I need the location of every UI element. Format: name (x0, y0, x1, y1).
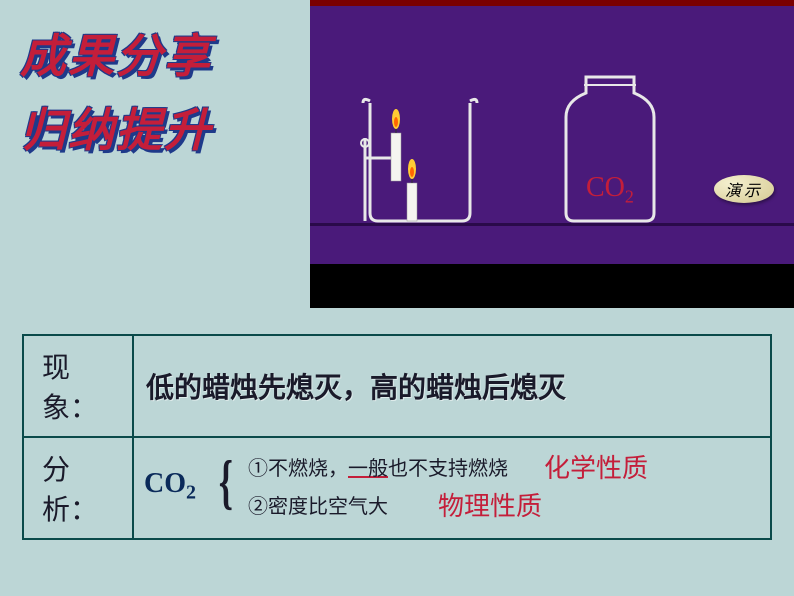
analysis-cell: CO2 { ①不燃烧，一般也不支持燃烧 ②密度比空气大 化学性质 物理性质 (133, 437, 771, 539)
table: 现象： 低的蜡烛先熄灭，高的蜡烛后熄灭 分析： CO2 { ①不燃烧，一般也不支… (22, 334, 772, 540)
co2-jar-label: CO2 (586, 172, 634, 208)
table-row-analysis: 分析： CO2 { ①不燃烧，一般也不支持燃烧 ②密度比空气大 化学性质 物理性… (23, 437, 771, 539)
title-line-2: 归纳提升 (20, 94, 212, 160)
table-surface-line (310, 223, 794, 226)
point1-tail: 也不支持燃烧 (388, 458, 508, 480)
brace-icon: { (219, 448, 233, 517)
experiment-inner: CO2 演示 (310, 6, 794, 308)
co2-formula-main: CO (144, 468, 186, 499)
analysis-table: 现象： 低的蜡烛先熄灭，高的蜡烛后熄灭 分析： CO2 { ①不燃烧，一般也不支… (22, 334, 772, 540)
demo-button[interactable]: 演示 (714, 175, 774, 203)
experiment-panel: CO2 演示 (310, 0, 794, 308)
co2-formula: CO2 (144, 468, 196, 505)
co2-main: CO (586, 172, 625, 203)
co2-sub: 2 (625, 187, 634, 207)
observation-text: 低的蜡烛先熄灭，高的蜡烛后熄灭 (146, 372, 566, 403)
observation-label: 现象： (23, 335, 133, 437)
experiment-black-bar (310, 264, 794, 308)
point-2: ②密度比空气大 (248, 490, 388, 519)
co2-formula-sub: 2 (186, 482, 196, 504)
demo-button-label: 演示 (725, 177, 763, 201)
point1-head: ①不燃烧， (248, 458, 348, 480)
analysis-label: 分析： (23, 437, 133, 539)
chemical-property-label: 化学性质 (544, 448, 648, 485)
beaker-svg (355, 93, 485, 223)
title-block: 成果分享 归纳提升 (20, 20, 212, 168)
beaker-with-candles (355, 93, 485, 223)
point1-underlined: 一般 (348, 458, 388, 480)
point-1: ①不燃烧，一般也不支持燃烧 (248, 452, 508, 481)
observation-cell: 低的蜡烛先熄灭，高的蜡烛后熄灭 (133, 335, 771, 437)
physical-property-label: 物理性质 (438, 486, 542, 523)
table-row-observation: 现象： 低的蜡烛先熄灭，高的蜡烛后熄灭 (23, 335, 771, 437)
title-line-1: 成果分享 (20, 20, 212, 86)
